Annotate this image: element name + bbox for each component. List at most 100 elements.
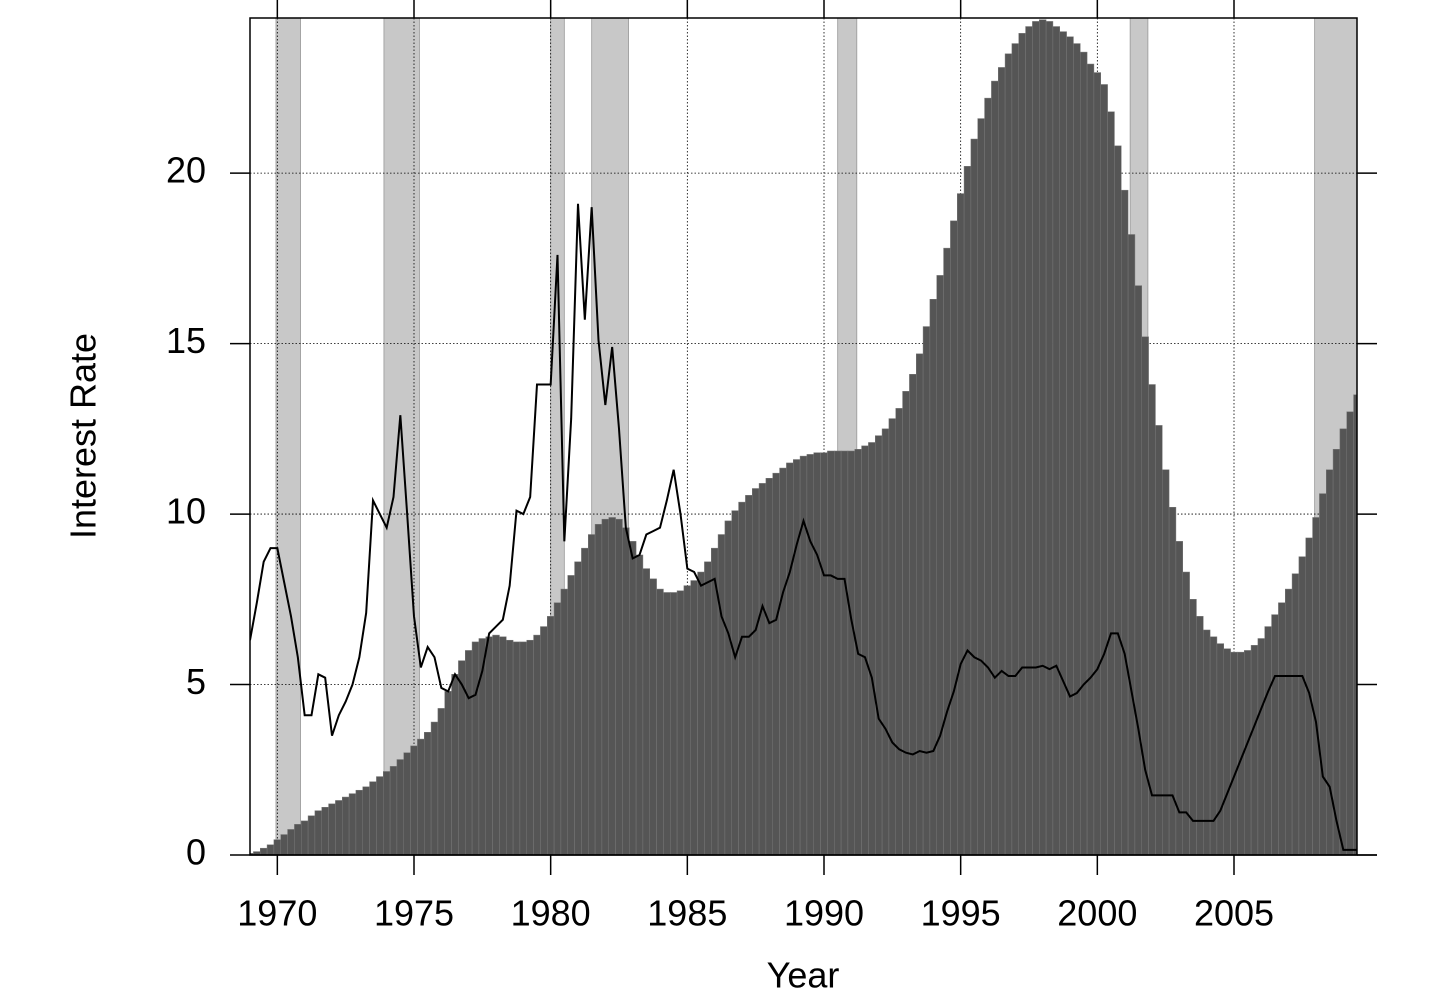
y-tick-label: 0 [186,832,206,873]
bar [936,275,944,855]
bar [799,455,808,855]
bar [403,752,411,855]
bar [909,374,917,855]
bar [758,483,767,855]
bar [383,771,391,855]
bar [635,554,644,855]
bar [1059,31,1067,855]
bar [827,450,835,855]
bar [328,803,336,855]
bar [581,547,589,855]
bar [608,517,616,855]
bar [1223,648,1231,855]
bar [1209,636,1218,855]
bar [1011,43,1020,855]
bar [1114,145,1122,855]
bar [970,138,979,855]
x-tick-label: 1990 [784,893,864,934]
bar [847,450,856,855]
bar [793,459,801,855]
bar [1045,21,1054,855]
bar [922,326,931,855]
bar [745,495,753,855]
bar [1127,234,1136,855]
bar [1353,394,1357,855]
bar [1025,26,1033,855]
bar [642,568,651,855]
bar [321,807,329,855]
bar [806,454,815,855]
bar [444,691,452,855]
bar [1086,63,1095,855]
bar [540,626,548,855]
plot-area [250,18,1357,855]
bar [1004,53,1013,855]
bar [902,391,910,855]
bar [342,796,350,855]
bar [731,510,739,855]
bar [417,738,425,855]
y-tick-label: 5 [186,661,206,702]
bar [752,488,760,855]
bar [1312,517,1320,855]
bar [1018,33,1026,855]
x-tick-label: 1975 [374,893,454,934]
bar [1196,616,1204,855]
bar [1039,19,1047,855]
bar [280,834,288,855]
x-tick-label: 1995 [921,893,1001,934]
bar [362,786,370,855]
bar [1162,469,1170,855]
bar [779,467,787,855]
bar [553,602,562,855]
bar [929,299,938,855]
bar [943,247,951,855]
bar [369,781,377,855]
y-tick-label: 10 [166,491,206,532]
x-tick-label: 1985 [647,893,727,934]
bar [567,575,575,855]
bar [1032,21,1040,855]
bar [574,561,582,855]
x-tick-label: 2000 [1057,893,1137,934]
bar [348,793,357,855]
x-tick-label: 2005 [1194,893,1274,934]
bar [266,844,275,855]
bar [1093,72,1101,855]
bar [786,462,794,855]
bar [1257,638,1265,855]
bar [437,708,445,855]
bar [663,592,671,855]
y-axis-label: Interest Rate [63,333,104,539]
bar [335,800,343,855]
bar [683,585,692,855]
bar [506,639,514,855]
bar [533,634,541,855]
bar [1073,43,1081,855]
shaded-period [275,18,301,855]
x-axis-label: Year [767,955,840,996]
bar [895,408,903,855]
bar [547,616,555,855]
bar [834,450,842,855]
bar [1244,650,1252,855]
bar [1080,51,1088,855]
bar [588,534,596,855]
bar [991,80,999,855]
bar [410,745,418,855]
bar [499,636,507,855]
bar [1291,573,1300,855]
bar [765,478,774,855]
bar [485,636,493,855]
bar [690,580,698,855]
bar [1346,411,1354,855]
bar [424,732,432,855]
bar [676,590,685,855]
bar [950,220,958,855]
bar [717,534,726,855]
bar [1278,602,1286,855]
bar [1066,36,1074,855]
bar [881,428,890,855]
bar [977,118,985,855]
bar [772,472,780,855]
